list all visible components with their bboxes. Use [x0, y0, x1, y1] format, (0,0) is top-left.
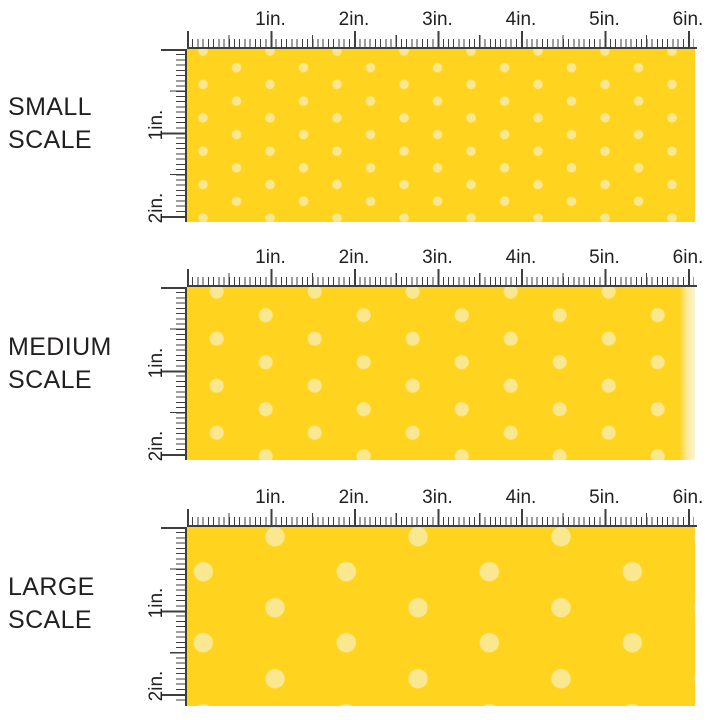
v-ruler-label-1in: 1in. [146, 347, 167, 378]
h-ruler-ticks [187, 269, 699, 287]
v-ruler-label-2in: 2in. [146, 670, 167, 702]
scale-label-line: LARGE [8, 573, 95, 601]
scale-label-line: MEDIUM [8, 333, 112, 361]
h-ruler-label-2in: 2in. [338, 9, 370, 30]
h-ruler-label-3in: 3in. [422, 9, 453, 30]
ruler-baseline [187, 285, 697, 287]
h-ruler-label-2in: 2in. [338, 487, 370, 508]
h-ruler-label-2in: 2in. [338, 247, 370, 268]
inch-ticks [161, 527, 185, 702]
scale-label-line: SCALE [8, 366, 92, 394]
scale-label-line: SCALE [8, 126, 92, 154]
ruler-baseline [185, 287, 187, 460]
vertical-ruler: 1in. 2in. [146, 49, 187, 223]
v-ruler-label-2in: 2in. [146, 192, 167, 224]
h-ruler-label-6in: 6in. [672, 247, 704, 268]
section-medium-scale: MEDIUM SCALE 1in. 2in. 3in. 4in. 5in. 6i… [0, 240, 720, 480]
inch-ticks [161, 287, 185, 456]
section-large-scale: LARGE SCALE 1in. 2in. 3in. 4in. 5in. 6in… [0, 480, 720, 720]
swatch-edge-highlight [679, 287, 695, 460]
h-ruler-label-1in: 1in. [255, 487, 286, 508]
fabric-swatch-small-scale [187, 49, 695, 222]
horizontal-ruler: 1in. 2in. 3in. 4in. 5in. 6in. [187, 487, 703, 527]
horizontal-ruler: 1in. 2in. 3in. 4in. 5in. 6in. [187, 9, 703, 49]
h-ruler-label-3in: 3in. [422, 247, 453, 268]
scale-label-medium: MEDIUM SCALE [8, 331, 112, 397]
scale-label-large: LARGE SCALE [8, 571, 95, 637]
ruler-baseline [187, 47, 697, 49]
inch-ticks [161, 49, 185, 218]
inch-ticks [187, 269, 690, 285]
h-ruler-label-3in: 3in. [422, 487, 453, 508]
h-ruler-label-4in: 4in. [505, 247, 537, 268]
h-ruler-label-5in: 5in. [589, 487, 620, 508]
v-ruler-label-1in: 1in. [146, 109, 167, 140]
v-ruler-label-1in: 1in. [146, 587, 167, 618]
fabric-swatch-medium-scale [187, 287, 695, 460]
v-ruler-label-2in: 2in. [146, 430, 167, 462]
fabric-swatch-large-scale [187, 527, 695, 706]
ruler-baseline [185, 49, 187, 222]
horizontal-ruler: 1in. 2in. 3in. 4in. 5in. 6in. [187, 247, 703, 287]
vertical-ruler: 1in. 2in. [146, 527, 187, 706]
h-ruler-label-4in: 4in. [505, 9, 537, 30]
scale-label-line: SMALL [8, 93, 92, 121]
scale-label-small: SMALL SCALE [8, 91, 92, 157]
h-ruler-ticks [187, 509, 699, 527]
inch-ticks [187, 509, 690, 525]
ruler-baseline [187, 525, 697, 527]
section-small-scale: SMALL SCALE 1in. 2in. 3in. 4in. 5in. 6in… [0, 0, 720, 240]
h-ruler-label-6in: 6in. [672, 9, 704, 30]
ruler-baseline [185, 527, 187, 706]
h-ruler-label-4in: 4in. [505, 487, 537, 508]
h-ruler-label-6in: 6in. [672, 487, 704, 508]
scale-label-line: SCALE [8, 606, 92, 634]
inch-ticks [187, 31, 690, 47]
h-ruler-label-5in: 5in. [589, 9, 620, 30]
h-ruler-label-1in: 1in. [255, 9, 286, 30]
vertical-ruler: 1in. 2in. [146, 287, 187, 461]
h-ruler-label-1in: 1in. [255, 247, 286, 268]
h-ruler-ticks [187, 31, 699, 49]
h-ruler-label-5in: 5in. [589, 247, 620, 268]
